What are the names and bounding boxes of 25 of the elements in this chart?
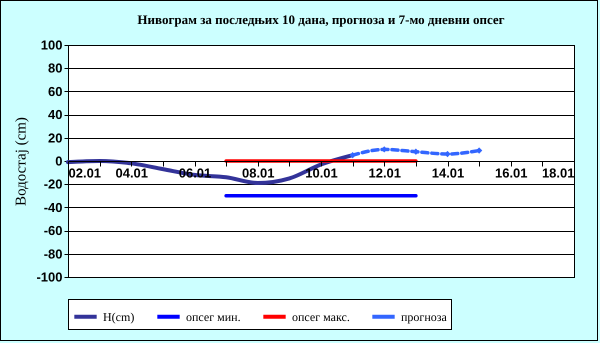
y-tick-label: -80 [44,246,62,262]
x-tick-label: 04.01 [115,166,148,180]
y-tick-label: 100 [40,38,62,52]
legend-label: опсег мин. [186,310,241,324]
chart-title: Нивограм за последњих 10 дана, прогноза и 7-мо дневни опсег [137,12,505,27]
y-tick-label: 0 [55,154,62,168]
x-tick-label: 14.01 [432,166,464,180]
y-axis-title: Водостај (cm) [13,117,30,206]
x-tick-label: 02.01 [68,166,102,180]
y-tick-label: 60 [48,84,62,99]
legend-label: опсег макс. [292,310,350,324]
x-tick-label: 16.01 [494,166,528,180]
y-tick-label: -60 [44,223,62,238]
y-tick-label: -40 [44,200,62,215]
y-tick-label: 80 [48,60,62,76]
x-tick-label: 18.01 [542,166,574,180]
y-tick-label: 20 [48,130,62,146]
y-tick-label: 40 [48,107,62,122]
y-tick-label: -20 [44,176,62,192]
legend-label: H(cm) [103,310,134,324]
legend-label: прогноза [401,310,448,324]
x-tick-label: 10.01 [305,166,338,180]
y-tick-label: -100 [36,270,62,284]
x-tick-label: 08.01 [242,166,275,180]
x-tick-label: 12.01 [368,166,402,180]
